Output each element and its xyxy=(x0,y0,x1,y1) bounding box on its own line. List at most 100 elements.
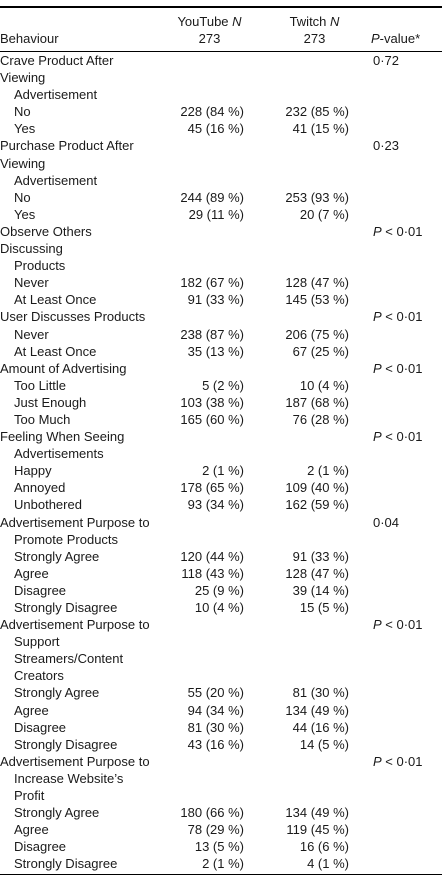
category-pvalue: P < 0·01 xyxy=(367,223,442,274)
twitch-value: 109 (40 %) xyxy=(285,480,349,496)
youtube-value: 165 (60 %) xyxy=(180,411,244,427)
category-pvalue: P < 0·01 xyxy=(367,308,442,325)
level-label: Annoyed xyxy=(14,480,66,496)
twitch-value: 145 (53 %) xyxy=(285,292,349,308)
category-row: Advertisement Purpose to Support Streamer… xyxy=(0,616,442,684)
twitch-value: 41 (15 %) xyxy=(292,121,349,137)
category-row: Crave Product After Viewing Advertisement… xyxy=(0,52,442,104)
youtube-value: 2 (1 %) xyxy=(202,463,244,479)
level-label: Yes xyxy=(14,206,36,222)
header-youtube-name: YouTube xyxy=(177,14,229,29)
header-twitch: Twitch N 273 xyxy=(262,7,367,52)
category-pvalue: P < 0·01 xyxy=(367,753,442,804)
category-row: Amount of Advertising P < 0·01 xyxy=(0,360,442,377)
twitch-value: 20 (7 %) xyxy=(299,206,349,222)
pvalue-text: < 0·01 xyxy=(381,617,423,633)
pvalue-p-symbol: P xyxy=(373,617,382,633)
category-pvalue: P < 0·01 xyxy=(367,616,442,684)
category-label: User Discusses Products xyxy=(0,308,157,325)
header-youtube: YouTube N 273 xyxy=(157,7,262,52)
category-pvalue: P < 0·01 xyxy=(367,360,442,377)
youtube-value: 94 (34 %) xyxy=(187,702,244,718)
level-label: Unbothered xyxy=(14,497,82,513)
category-label-line: Creators xyxy=(14,668,64,684)
level-label: Disagree xyxy=(14,839,67,855)
youtube-value: 238 (87 %) xyxy=(180,326,244,342)
pvalue-text: < 0·01 xyxy=(381,360,423,376)
youtube-value: 2 (1 %) xyxy=(157,855,262,875)
category-label-line: Promote Products xyxy=(14,531,119,547)
level-label: Just Enough xyxy=(14,394,87,410)
youtube-value: 5 (2 %) xyxy=(202,377,244,393)
table-row: Agree 94 (34 %) 134 (49 %) xyxy=(0,702,442,719)
table-row: Yes 29 (11 %) 20 (7 %) xyxy=(0,206,442,223)
table-row: Happy 2 (1 %) 2 (1 %) xyxy=(0,462,442,479)
table-row: Strongly Agree 120 (44 %) 91 (33 %) xyxy=(0,548,442,565)
youtube-value: 93 (34 %) xyxy=(187,497,244,513)
twitch-value: 128 (47 %) xyxy=(285,565,349,581)
youtube-value: 91 (33 %) xyxy=(187,292,244,308)
level-label: Happy xyxy=(14,463,52,479)
twitch-value: 232 (85 %) xyxy=(285,104,349,120)
category-label-line: Purchase Product After Viewing xyxy=(0,138,134,171)
category-label: Observe Others Discussing Products xyxy=(0,223,157,274)
table-row: Yes 45 (16 %) 41 (15 %) xyxy=(0,120,442,137)
table-row: Never 238 (87 %) 206 (75 %) xyxy=(0,326,442,343)
header-pvalue-rest: -value* xyxy=(379,31,421,46)
pvalue-text: 0·04 xyxy=(373,514,400,530)
category-label: Advertisement Purpose to Increase Website… xyxy=(0,753,157,804)
table-row: Agree 118 (43 %) 128 (47 %) xyxy=(0,565,442,582)
table-row: Disagree 81 (30 %) 44 (16 %) xyxy=(0,719,442,736)
youtube-value: 35 (13 %) xyxy=(187,343,244,359)
category-label-line: Advertisement Purpose to xyxy=(0,753,150,769)
twitch-value: 2 (1 %) xyxy=(307,463,349,479)
level-label: Never xyxy=(14,275,49,291)
category-row: Advertisement Purpose to Increase Website… xyxy=(0,753,442,804)
category-label: Feeling When Seeing Advertisements xyxy=(0,428,157,462)
youtube-value: 182 (67 %) xyxy=(180,275,244,291)
category-row: Advertisement Purpose to Promote Products… xyxy=(0,514,442,548)
twitch-value: 128 (47 %) xyxy=(285,275,349,291)
level-label: No xyxy=(14,104,31,120)
pvalue-text: < 0·01 xyxy=(381,429,423,445)
table-row: Annoyed 178 (65 %) 109 (40 %) xyxy=(0,479,442,496)
level-label: Agree xyxy=(14,565,49,581)
level-label: Strongly Agree xyxy=(14,805,100,821)
table-row: Too Much 165 (60 %) 76 (28 %) xyxy=(0,411,442,428)
table-row: Disagree 25 (9 %) 39 (14 %) xyxy=(0,582,442,599)
category-label-line: Increase Website’s Profit xyxy=(14,770,124,804)
table-row: Never 182 (67 %) 128 (47 %) xyxy=(0,274,442,291)
header-youtube-n: N xyxy=(232,14,242,29)
youtube-value: 244 (89 %) xyxy=(180,189,244,205)
table-body: Crave Product After Viewing Advertisement… xyxy=(0,52,442,875)
level-label: Strongly Disagree xyxy=(14,600,118,615)
youtube-value: 78 (29 %) xyxy=(187,822,244,838)
table-row: Too Little 5 (2 %) 10 (4 %) xyxy=(0,377,442,394)
table-row: Unbothered 93 (34 %) 162 (59 %) xyxy=(0,496,442,513)
table-row: Strongly Disagree 43 (16 %) 14 (5 %) xyxy=(0,736,442,753)
level-label: Strongly Disagree xyxy=(0,855,157,875)
table-row: Disagree 13 (5 %) 16 (6 %) xyxy=(0,838,442,855)
header-twitch-count: 273 xyxy=(303,31,326,46)
table-row: At Least Once 91 (33 %) 145 (53 %) xyxy=(0,291,442,308)
youtube-value: 118 (43 %) xyxy=(181,565,244,581)
category-label-line: Advertisements xyxy=(14,446,104,462)
category-label-line: Observe Others Discussing xyxy=(0,223,92,257)
table-row: No 228 (84 %) 232 (85 %) xyxy=(0,103,442,120)
level-label: At Least Once xyxy=(14,343,97,359)
twitch-value: 14 (5 %) xyxy=(299,736,349,752)
level-label: Too Much xyxy=(14,411,71,427)
category-label: Advertisement Purpose to Promote Products xyxy=(0,514,157,548)
twitch-value: 10 (4 %) xyxy=(299,377,349,393)
header-youtube-count: 273 xyxy=(198,31,221,46)
twitch-value: 119 (45 %) xyxy=(286,822,349,838)
youtube-value: 43 (16 %) xyxy=(187,736,244,752)
header-twitch-n: N xyxy=(330,14,340,29)
category-label: Amount of Advertising xyxy=(0,360,157,377)
twitch-value: 4 (1 %) xyxy=(262,855,367,875)
table-row: Strongly Agree 55 (20 %) 81 (30 %) xyxy=(0,684,442,701)
category-label-line: Advertisement xyxy=(14,172,98,188)
header-pvalue-p: P xyxy=(371,31,380,46)
category-row: User Discusses Products P < 0·01 xyxy=(0,308,442,325)
category-label-line: Advertisement xyxy=(14,87,98,103)
